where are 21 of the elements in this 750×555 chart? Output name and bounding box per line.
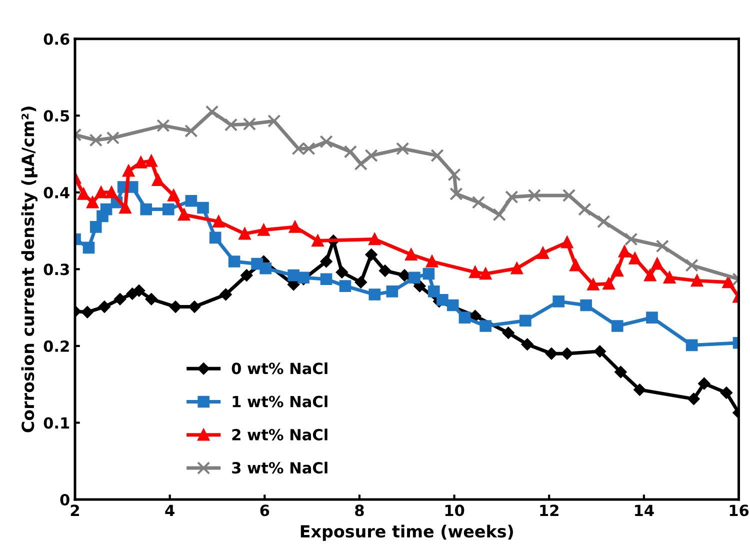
x-tick-label: 6 [260,504,270,516]
x-tick-label: 16 [730,504,749,516]
y-tick-label: 0.3 [44,264,69,276]
legend-label: 2 wt% NaCl [232,428,328,440]
y-tick-label: 0.2 [44,340,69,352]
legend-label: 0 wt% NaCl [232,362,328,374]
y-tick-label: 0.5 [44,110,70,122]
x-tick-label: 14 [635,504,654,516]
x-tick-label: 8 [355,504,364,516]
legend-label: 1 wt% NaCl [232,396,328,408]
x-tick-label: 10 [445,504,464,516]
y-tick-label: 0.4 [44,186,70,198]
x-tick-label: 12 [540,504,558,516]
x-tick-label: 2 [70,504,79,516]
x-axis-title: Exposure time (weeks) [300,524,513,541]
x-tick-label: 4 [165,504,174,516]
y-axis-title: Corrosion current density (μA/cm²) [21,106,38,432]
y-tick-label: 0.6 [44,33,70,45]
legend-label: 3 wt% NaCl [232,462,328,474]
y-tick-label: 0.1 [44,417,70,429]
y-tick-label: 0 [60,494,70,506]
